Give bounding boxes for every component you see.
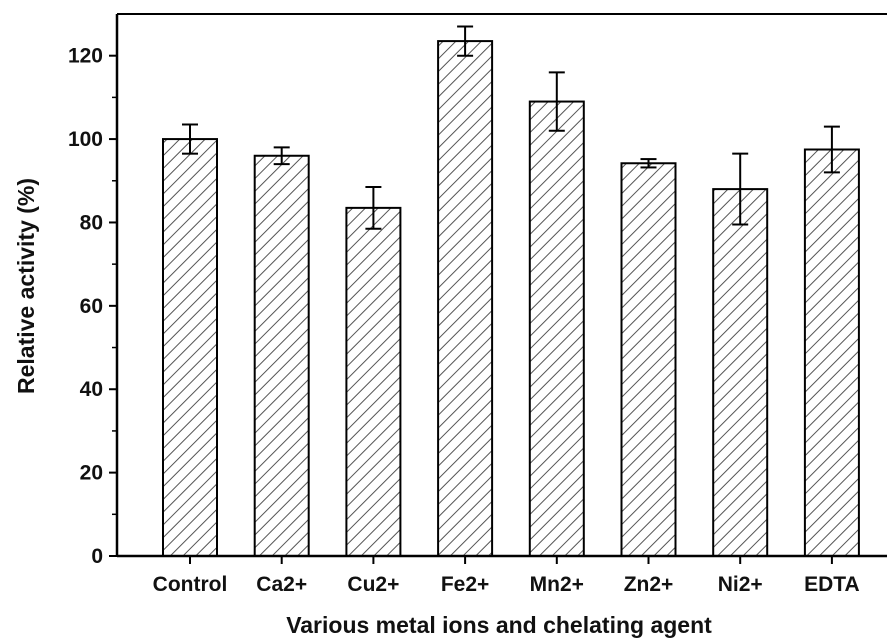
axes-layer [109, 13, 887, 564]
y-tick-label: 80 [80, 211, 103, 234]
y-tick-label: 60 [80, 295, 103, 318]
tick-labels-layer: 0 20 40 60 80 100 120 Control Ca2+ Cu2+ Fe2+ Mn2+ Zn… [68, 45, 860, 596]
bar-edta [803, 148, 860, 557]
bar-ni2-plus [712, 188, 769, 557]
x-tick-label: Zn2+ [624, 573, 674, 596]
y-tick-label: 100 [68, 128, 103, 151]
y-tick-label: 0 [91, 545, 103, 568]
x-tick-label: EDTA [804, 573, 860, 596]
x-tick-label: Mn2+ [530, 573, 584, 596]
bar-zn2-plus [620, 162, 677, 558]
error-bars-layer [182, 25, 840, 230]
x-tick-label: Cu2+ [347, 573, 399, 596]
y-axis-title: Relative activity (%) [13, 178, 39, 394]
bar-control [162, 138, 218, 557]
x-tick-label: Control [153, 573, 228, 596]
y-tick-label: 20 [80, 462, 103, 485]
x-tick-label: Ca2+ [256, 573, 307, 596]
bar-cu2-plus [345, 206, 402, 557]
x-axis-title: Various metal ions and chelating agent [286, 612, 712, 638]
bars-layer [162, 40, 860, 558]
bar-ca2-plus [253, 154, 310, 557]
y-tick-label: 120 [68, 45, 103, 68]
bar-mn2-plus [528, 100, 585, 558]
x-tick-label: Fe2+ [441, 573, 489, 596]
x-tick-label: Ni2+ [718, 573, 763, 596]
bar-fe2-plus [437, 40, 494, 558]
y-tick-label: 40 [80, 378, 103, 401]
